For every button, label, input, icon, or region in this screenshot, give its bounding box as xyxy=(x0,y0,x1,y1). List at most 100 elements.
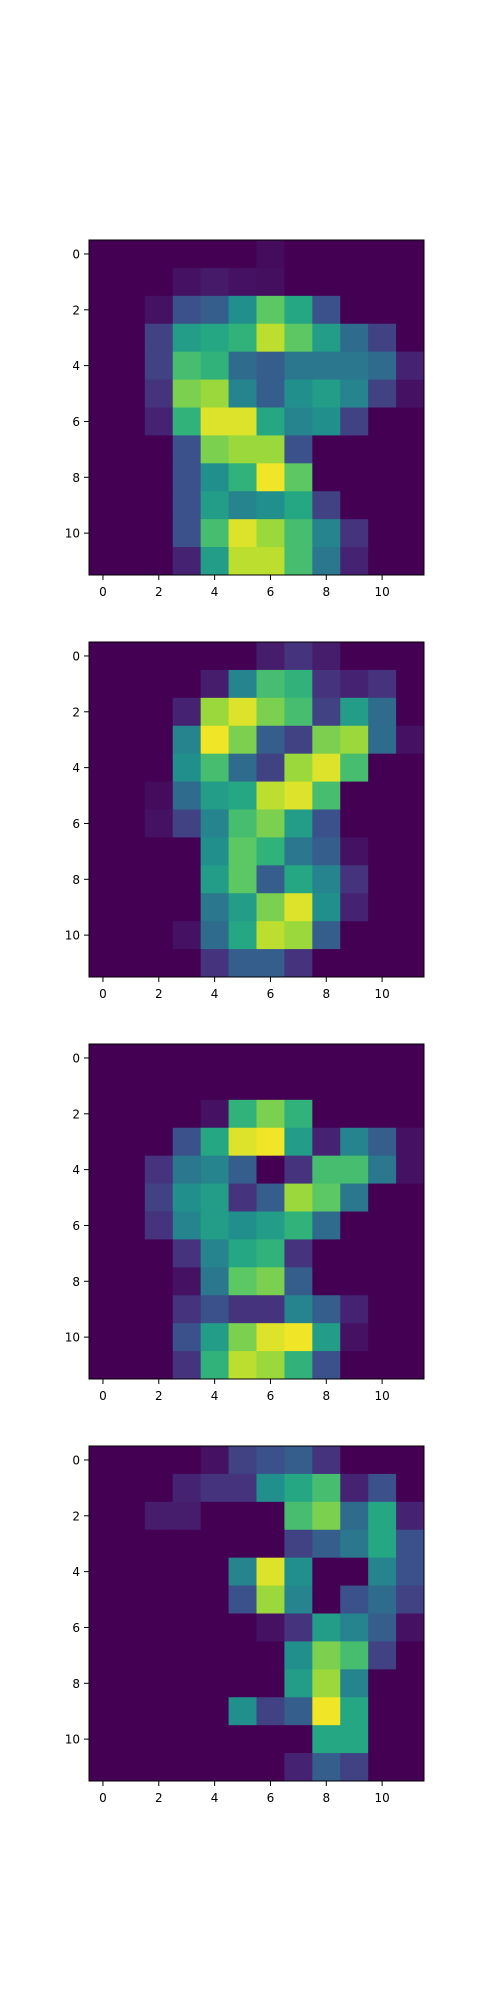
heatmap-cell xyxy=(144,240,174,269)
heatmap-cell xyxy=(312,1697,341,1726)
heatmap-cell xyxy=(368,1641,397,1670)
heatmap-cell xyxy=(284,407,313,436)
heatmap-cell xyxy=(340,491,369,520)
heatmap-cell xyxy=(368,1725,397,1754)
heatmap-cell xyxy=(396,1613,425,1642)
heatmap-cell xyxy=(312,1295,341,1324)
heatmap-cell xyxy=(172,491,202,520)
heatmap-cell xyxy=(368,1501,397,1531)
heatmap-cell xyxy=(116,893,146,922)
heatmap-cell xyxy=(172,1529,202,1559)
heatmap-cell xyxy=(312,463,341,492)
heatmap-cell xyxy=(312,267,341,297)
x-tick-label: 6 xyxy=(267,585,275,599)
x-tick-label: 4 xyxy=(211,585,219,599)
heatmap-cell xyxy=(89,1753,118,1782)
heatmap-cell xyxy=(228,1501,257,1531)
heatmap-cell xyxy=(116,837,146,866)
heatmap-cell xyxy=(89,351,118,381)
heatmap-cell xyxy=(312,949,341,978)
heatmap-cell xyxy=(172,407,202,436)
heatmap-cell xyxy=(368,1071,397,1101)
heatmap-cell xyxy=(228,1044,257,1073)
heatmap-cell xyxy=(172,351,202,381)
heatmap-cell xyxy=(312,1099,341,1129)
heatmap-cell xyxy=(340,1351,369,1380)
heatmap-cell xyxy=(312,1529,341,1559)
heatmap-cell xyxy=(340,725,369,755)
heatmap-cell xyxy=(340,547,369,576)
heatmap-panel-3: 0 2 4 6 8 10 0 2 4 6 8 10 xyxy=(65,1043,425,1403)
heatmap-cell xyxy=(144,949,174,978)
heatmap-cell xyxy=(228,379,257,408)
heatmap-cell xyxy=(368,1613,397,1642)
heatmap-cell xyxy=(368,781,397,810)
heatmap-cell xyxy=(340,1211,369,1240)
heatmap-cell xyxy=(89,893,118,922)
heatmap-cell xyxy=(144,547,174,576)
y-tick-label: 6 xyxy=(72,1621,80,1635)
heatmap-cell xyxy=(312,351,341,381)
heatmap-cell xyxy=(396,1669,425,1698)
x-tick-label: 4 xyxy=(211,987,219,1001)
heatmap-cell xyxy=(89,781,118,810)
heatmap-cell xyxy=(228,1099,257,1129)
heatmap-cell xyxy=(144,1071,174,1101)
heatmap-cell xyxy=(172,1211,202,1240)
x-tick-label: 8 xyxy=(322,585,330,599)
heatmap-cell xyxy=(89,1211,118,1240)
heatmap-cell xyxy=(396,1239,425,1268)
heatmap-cell xyxy=(256,1501,285,1531)
axes-frame xyxy=(88,1043,425,1380)
heatmap-cell xyxy=(340,1044,369,1073)
heatmap-cell xyxy=(396,463,425,492)
heatmap-cell xyxy=(368,519,397,548)
heatmap-cell xyxy=(368,837,397,866)
heatmap-cell xyxy=(200,1267,230,1296)
heatmap-cell xyxy=(200,642,230,671)
y-tick-label: 8 xyxy=(72,873,80,887)
heatmap-cell xyxy=(312,781,341,810)
y-tick-label: 0 xyxy=(72,1453,80,1467)
heatmap-cell xyxy=(228,1557,257,1587)
heatmap-cell xyxy=(116,379,146,408)
heatmap-cell xyxy=(172,1725,202,1754)
heatmap-cell xyxy=(312,1613,341,1642)
heatmap-cell xyxy=(228,519,257,548)
heatmap-cell xyxy=(284,547,313,576)
heatmap-cell xyxy=(228,1239,257,1268)
heatmap-cell xyxy=(144,1099,174,1129)
heatmap-cell xyxy=(284,1585,313,1614)
heatmap-cell xyxy=(340,1641,369,1670)
heatmap-cell xyxy=(340,1183,369,1212)
heatmap-cell xyxy=(368,1585,397,1614)
heatmap-cell xyxy=(89,295,118,325)
heatmap-cell xyxy=(116,781,146,810)
heatmap-cell xyxy=(144,1239,174,1268)
heatmap-cell xyxy=(200,725,230,755)
heatmap-cell xyxy=(396,1211,425,1240)
heatmap-cell xyxy=(256,725,285,755)
heatmap-cell xyxy=(256,1183,285,1212)
heatmap-cell xyxy=(172,1697,202,1726)
heatmap-cell xyxy=(368,1473,397,1503)
heatmap-cell xyxy=(89,1099,118,1129)
heatmap-cell xyxy=(396,435,425,464)
heatmap-cell xyxy=(116,669,146,699)
heatmap-cell xyxy=(368,1183,397,1212)
heatmap-cell xyxy=(256,435,285,464)
heatmap-cell xyxy=(200,1529,230,1559)
heatmap-cell xyxy=(368,865,397,894)
heatmap-cell xyxy=(116,921,146,950)
heatmap-cell xyxy=(256,1099,285,1129)
heatmap-cell xyxy=(312,1557,341,1587)
heatmap-cell xyxy=(89,753,118,783)
heatmap-cell xyxy=(312,379,341,408)
heatmap-cell xyxy=(312,1351,341,1380)
heatmap-cell xyxy=(256,463,285,492)
heatmap-cell xyxy=(89,1585,118,1614)
heatmap-cell xyxy=(312,1239,341,1268)
heatmap-cell xyxy=(312,1267,341,1296)
heatmap-cell xyxy=(200,295,230,325)
heatmap-cell xyxy=(312,1183,341,1212)
